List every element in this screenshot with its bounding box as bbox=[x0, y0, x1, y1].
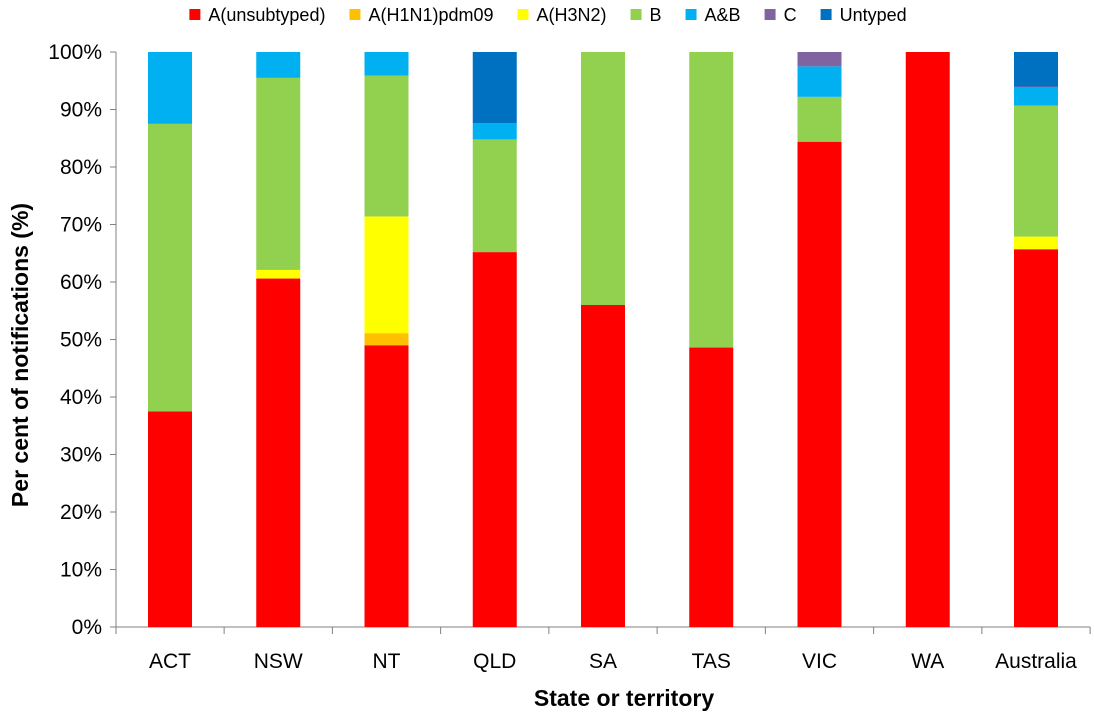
legend-item-a-unsubtyped: A(unsubtyped) bbox=[189, 5, 325, 25]
legend-item-b: B bbox=[630, 5, 662, 25]
bar-sa-a-unsubtyped bbox=[581, 305, 625, 627]
bar-australia-a-h3n2 bbox=[1014, 236, 1058, 250]
x-axis: ACT NSW NT QLD SA TAS VIC WA Australia bbox=[115, 626, 1091, 673]
legend-swatch bbox=[685, 9, 697, 20]
bar-act-a-b bbox=[148, 52, 192, 124]
x-tick-label-qld: QLD bbox=[473, 650, 516, 673]
bar-act-b bbox=[148, 123, 192, 412]
bar-nt-a-h1n1-pdm09 bbox=[364, 333, 409, 346]
y-tick-label: 50% bbox=[60, 329, 102, 352]
legend-item-a-b: A&B bbox=[685, 5, 741, 25]
x-tick-label-australia: Australia bbox=[995, 650, 1077, 673]
y-axis-title: Per cent of notifications (%) bbox=[7, 203, 33, 507]
x-tick-label-tas: TAS bbox=[692, 650, 731, 673]
legend-label: B bbox=[650, 5, 662, 25]
bar-stack-wa bbox=[905, 52, 950, 627]
bar-tas-a-unsubtyped bbox=[689, 347, 734, 627]
bar-nt-a-unsubtyped bbox=[364, 345, 409, 627]
bar-stack-vic bbox=[797, 52, 842, 627]
legend-label: A(unsubtyped) bbox=[208, 5, 325, 25]
legend-item-a-h3n2: A(H3N2) bbox=[517, 5, 607, 25]
bar-nsw-a-unsubtyped bbox=[256, 278, 301, 627]
bar-vic-c bbox=[797, 52, 842, 67]
y-tick-label: 10% bbox=[60, 559, 102, 582]
legend-label: A&B bbox=[705, 5, 741, 25]
bar-vic-a-b bbox=[797, 66, 842, 97]
bars-group bbox=[148, 52, 1058, 627]
y-tick-label: 90% bbox=[60, 99, 102, 122]
bar-australia-c bbox=[1014, 86, 1058, 88]
bar-qld-b bbox=[472, 139, 517, 253]
legend-swatch bbox=[630, 9, 642, 20]
y-tick-label: 80% bbox=[60, 156, 102, 179]
y-tick-label: 40% bbox=[60, 386, 102, 409]
bar-stack-sa bbox=[581, 52, 625, 627]
bar-qld-a-unsubtyped bbox=[472, 252, 517, 627]
legend-swatch bbox=[189, 9, 201, 20]
legend-label: A(H1N1)pdm09 bbox=[368, 5, 493, 25]
chart-legend: A(unsubtyped) A(H1N1)pdm09 A(H3N2) B A&B C Unt… bbox=[189, 5, 907, 25]
bar-act-a-unsubtyped bbox=[148, 411, 192, 627]
x-tick-label-vic: VIC bbox=[802, 650, 837, 673]
legend-item-untyped: Untyped bbox=[820, 5, 907, 25]
bar-stack-australia bbox=[1014, 52, 1058, 627]
legend-swatch bbox=[820, 9, 832, 20]
bar-tas-b bbox=[689, 52, 734, 348]
legend-label: Untyped bbox=[840, 5, 907, 25]
legend-swatch bbox=[764, 9, 776, 20]
bar-stack-nsw bbox=[256, 52, 301, 627]
legend-item-a-h1n1-pdm09: A(H1N1)pdm09 bbox=[349, 5, 494, 25]
bar-nt-b bbox=[364, 75, 409, 217]
bar-nt-a-h3n2 bbox=[364, 216, 409, 334]
bar-australia-b bbox=[1014, 105, 1058, 237]
bar-australia-a-unsubtyped bbox=[1014, 249, 1058, 627]
y-tick-label: 0% bbox=[72, 616, 102, 639]
bar-stack-act bbox=[148, 52, 192, 627]
bar-nsw-a-h3n2 bbox=[256, 269, 301, 279]
y-tick-label: 30% bbox=[60, 444, 102, 467]
bar-qld-untyped bbox=[472, 52, 517, 124]
y-tick-label: 20% bbox=[60, 501, 102, 524]
legend-swatch bbox=[349, 9, 361, 20]
bar-stack-tas bbox=[689, 52, 734, 627]
x-tick-label-wa: WA bbox=[911, 650, 944, 673]
bar-stack-nt bbox=[364, 52, 409, 627]
bar-stack-qld bbox=[472, 52, 517, 627]
bar-vic-b bbox=[797, 96, 842, 142]
bar-qld-a-b bbox=[472, 123, 517, 140]
x-tick-label-sa: SA bbox=[589, 650, 617, 673]
bar-wa-a-unsubtyped bbox=[905, 52, 950, 627]
y-tick-label: 100% bbox=[48, 41, 102, 64]
bar-nsw-b bbox=[256, 77, 301, 270]
y-axis: 0% 10% 20% 30% 40% 50% 60% 70% 80% 90% 100% bbox=[48, 41, 117, 639]
x-tick-label-act: ACT bbox=[149, 650, 191, 673]
x-axis-title: State or territory bbox=[534, 685, 714, 711]
bar-vic-a-unsubtyped bbox=[797, 141, 842, 627]
y-tick-label: 60% bbox=[60, 271, 102, 294]
x-tick-label-nt: NT bbox=[373, 650, 401, 673]
legend-label: A(H3N2) bbox=[537, 5, 607, 25]
legend-item-c: C bbox=[764, 5, 797, 25]
legend-swatch bbox=[517, 9, 529, 20]
legend-label: C bbox=[784, 5, 797, 25]
bar-australia-a-b bbox=[1014, 87, 1058, 106]
y-tick-label: 70% bbox=[60, 214, 102, 237]
bar-australia-untyped bbox=[1014, 52, 1058, 87]
bar-nsw-a-b bbox=[256, 52, 301, 78]
bar-nt-a-b bbox=[364, 52, 409, 76]
x-tick-label-nsw: NSW bbox=[254, 650, 303, 673]
bar-sa-b bbox=[581, 52, 625, 305]
